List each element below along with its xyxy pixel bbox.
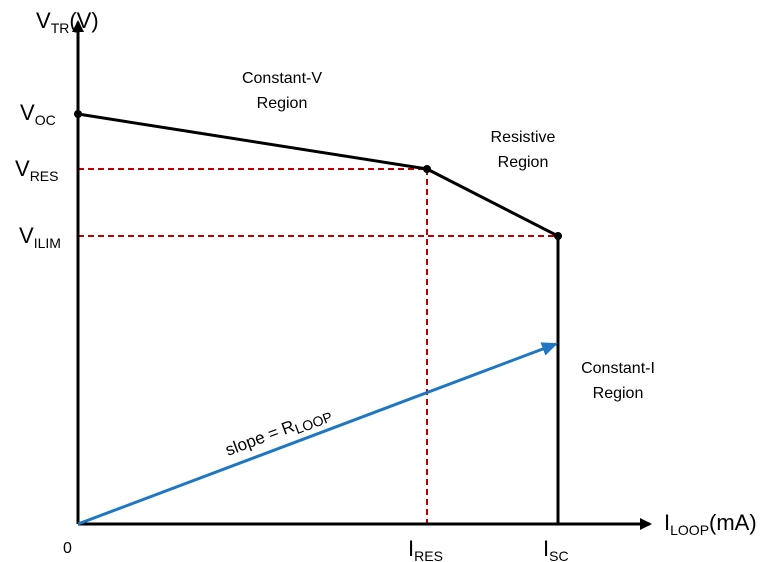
constant-v-region-line1: Constant-V (242, 70, 322, 87)
x-axis-label: ILOOP(mA) (664, 510, 757, 538)
voc-point (74, 110, 82, 118)
characteristic-curve (77, 112, 560, 524)
slope-arrow (77, 342, 558, 526)
resistive-region-line1: Resistive (491, 129, 556, 146)
constant-i-region-line1: Constant-I (581, 360, 655, 377)
y-axis-label: VTR(V) (36, 8, 99, 36)
y-tick-vilim: VILIM (19, 223, 61, 251)
x-tick-isc: ISC (543, 536, 569, 562)
x-tick-ires: IRES (408, 536, 443, 562)
resistive-region-line2: Region (498, 154, 549, 171)
constant-v-region-line2: Region (257, 95, 308, 112)
y-tick-vres: VRES (15, 156, 58, 184)
ilim-point (554, 232, 562, 240)
origin-label: 0 (63, 540, 72, 557)
constant-i-region-line2: Region (593, 385, 644, 402)
res-point (423, 165, 431, 173)
y-tick-voc: VOC (20, 100, 56, 128)
